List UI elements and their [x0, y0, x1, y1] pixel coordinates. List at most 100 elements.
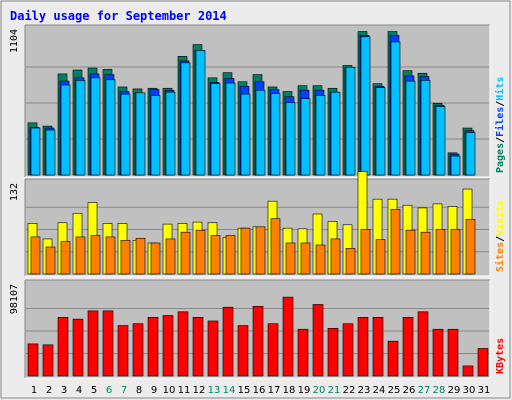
panel-middle: 132 Sites/Visits — [9, 171, 506, 277]
bar-kbytes-day-14 — [222, 306, 234, 377]
x-label-day-22: 22 — [343, 385, 356, 396]
x-label-day-25: 25 — [388, 385, 401, 396]
bar-hits-day-11 — [180, 62, 191, 176]
bar-kbytes-day-19 — [297, 328, 309, 377]
x-label-day-10: 10 — [163, 385, 176, 396]
bar-kbytes-day-8 — [132, 323, 144, 377]
bar-hits-day-23 — [360, 36, 371, 176]
bar-sites-day-28 — [435, 229, 446, 275]
x-label-day-17: 17 — [268, 385, 281, 396]
bar-hits-day-17 — [270, 93, 281, 176]
bar-hits-day-21 — [330, 91, 341, 176]
legend: KBytes — [495, 338, 506, 374]
legend-kbytes: KBytes — [495, 338, 506, 374]
x-label-day-24: 24 — [373, 385, 386, 396]
bar-sites-day-26 — [405, 229, 416, 275]
x-label-day-16: 16 — [253, 385, 266, 396]
bar-hits-day-9 — [150, 95, 161, 176]
panel-top: 1104 Pages/Files/Hits — [9, 24, 506, 178]
bar-kbytes-day-25 — [387, 340, 399, 377]
bar-kbytes-day-27 — [417, 311, 429, 377]
bar-kbytes-day-29 — [447, 328, 459, 377]
bar-sites-day-12 — [195, 229, 206, 275]
x-label-day-14: 14 — [223, 385, 236, 396]
bar-kbytes-day-12 — [192, 316, 204, 377]
x-label-day-21: 21 — [328, 385, 341, 396]
x-label-day-3: 3 — [61, 385, 67, 396]
bar-hits-day-20 — [315, 95, 326, 176]
bar-kbytes-day-16 — [252, 305, 264, 377]
bar-sites-day-10 — [165, 238, 176, 275]
bar-sites-day-20 — [315, 244, 326, 275]
bar-sites-day-6 — [105, 236, 116, 275]
bar-sites-day-13 — [210, 235, 221, 275]
bar-hits-day-10 — [165, 91, 176, 176]
bar-hits-day-26 — [405, 80, 416, 176]
bar-hits-day-24 — [375, 87, 386, 176]
x-label-day-2: 2 — [46, 385, 52, 396]
bar-kbytes-day-21 — [327, 327, 339, 377]
bar-hits-day-27 — [420, 80, 431, 176]
bar-hits-day-25 — [390, 41, 401, 176]
x-label-day-11: 11 — [178, 385, 191, 396]
bar-sites-day-1 — [30, 236, 41, 275]
bar-sites-day-29 — [450, 229, 461, 275]
x-label-day-7: 7 — [121, 385, 127, 396]
bar-sites-day-23 — [360, 229, 371, 275]
legend-separator: / — [495, 137, 506, 143]
bar-sites-day-21 — [330, 238, 341, 275]
bar-hits-day-2 — [45, 129, 56, 176]
bar-kbytes-day-5 — [87, 310, 99, 377]
x-label-day-20: 20 — [313, 385, 326, 396]
bar-hits-day-13 — [210, 83, 221, 176]
chart-title: Daily usage for September 2014 — [10, 9, 227, 23]
bar-sites-day-3 — [60, 241, 71, 275]
bar-hits-day-7 — [120, 93, 131, 176]
bar-hits-day-22 — [345, 67, 356, 176]
legend-pages: Pages — [495, 143, 506, 173]
x-label-day-29: 29 — [448, 385, 461, 396]
x-axis-labels: 1 2 3 4 5 6 7 8 9 10 11 12 13 14 15 16 17 18 19 20 21 22 23 24 2… — [31, 385, 491, 396]
bar-kbytes-day-24 — [372, 316, 384, 377]
bar-kbytes-day-26 — [402, 316, 414, 377]
bar-kbytes-day-13 — [207, 320, 219, 377]
bar-hits-day-18 — [285, 102, 296, 176]
bar-sites-day-16 — [255, 226, 266, 275]
bar-kbytes-day-2 — [42, 344, 54, 377]
bar-kbytes-day-17 — [267, 323, 279, 377]
x-label-day-19: 19 — [298, 385, 311, 396]
x-label-day-31: 31 — [478, 385, 491, 396]
legend-files: Files — [494, 107, 506, 137]
x-label-day-26: 26 — [403, 385, 416, 396]
bar-sites-day-5 — [90, 235, 101, 275]
bar-sites-day-4 — [75, 236, 86, 275]
y-max-label: 132 — [9, 183, 20, 201]
bar-kbytes-day-4 — [72, 318, 84, 377]
bar-kbytes-day-3 — [57, 316, 69, 377]
x-label-day-13: 13 — [208, 385, 221, 396]
legend-sites: Sites — [494, 242, 506, 272]
bar-sites-day-25 — [390, 208, 401, 275]
x-label-day-28: 28 — [433, 385, 446, 396]
x-label-day-8: 8 — [136, 385, 142, 396]
bar-hits-day-12 — [195, 50, 206, 176]
x-label-day-6: 6 — [106, 385, 112, 396]
x-label-day-12: 12 — [193, 385, 206, 396]
y-max-label: 1104 — [9, 29, 20, 53]
bar-kbytes-day-31 — [477, 348, 489, 377]
bar-kbytes-day-15 — [237, 325, 249, 377]
bar-hits-day-8 — [135, 92, 146, 176]
x-label-day-15: 15 — [238, 385, 251, 396]
legend: Pages/Files/Hits — [494, 77, 506, 173]
legend-separator: / — [495, 101, 506, 107]
bar-hits-day-4 — [75, 80, 86, 176]
bar-sites-day-22 — [345, 248, 356, 275]
x-label-day-4: 4 — [76, 385, 82, 396]
bar-kbytes-day-11 — [177, 311, 189, 377]
bar-kbytes-day-7 — [117, 325, 129, 377]
bar-kbytes-day-1 — [27, 343, 39, 377]
bar-hits-day-28 — [435, 106, 446, 176]
bar-kbytes-day-30 — [462, 365, 474, 377]
